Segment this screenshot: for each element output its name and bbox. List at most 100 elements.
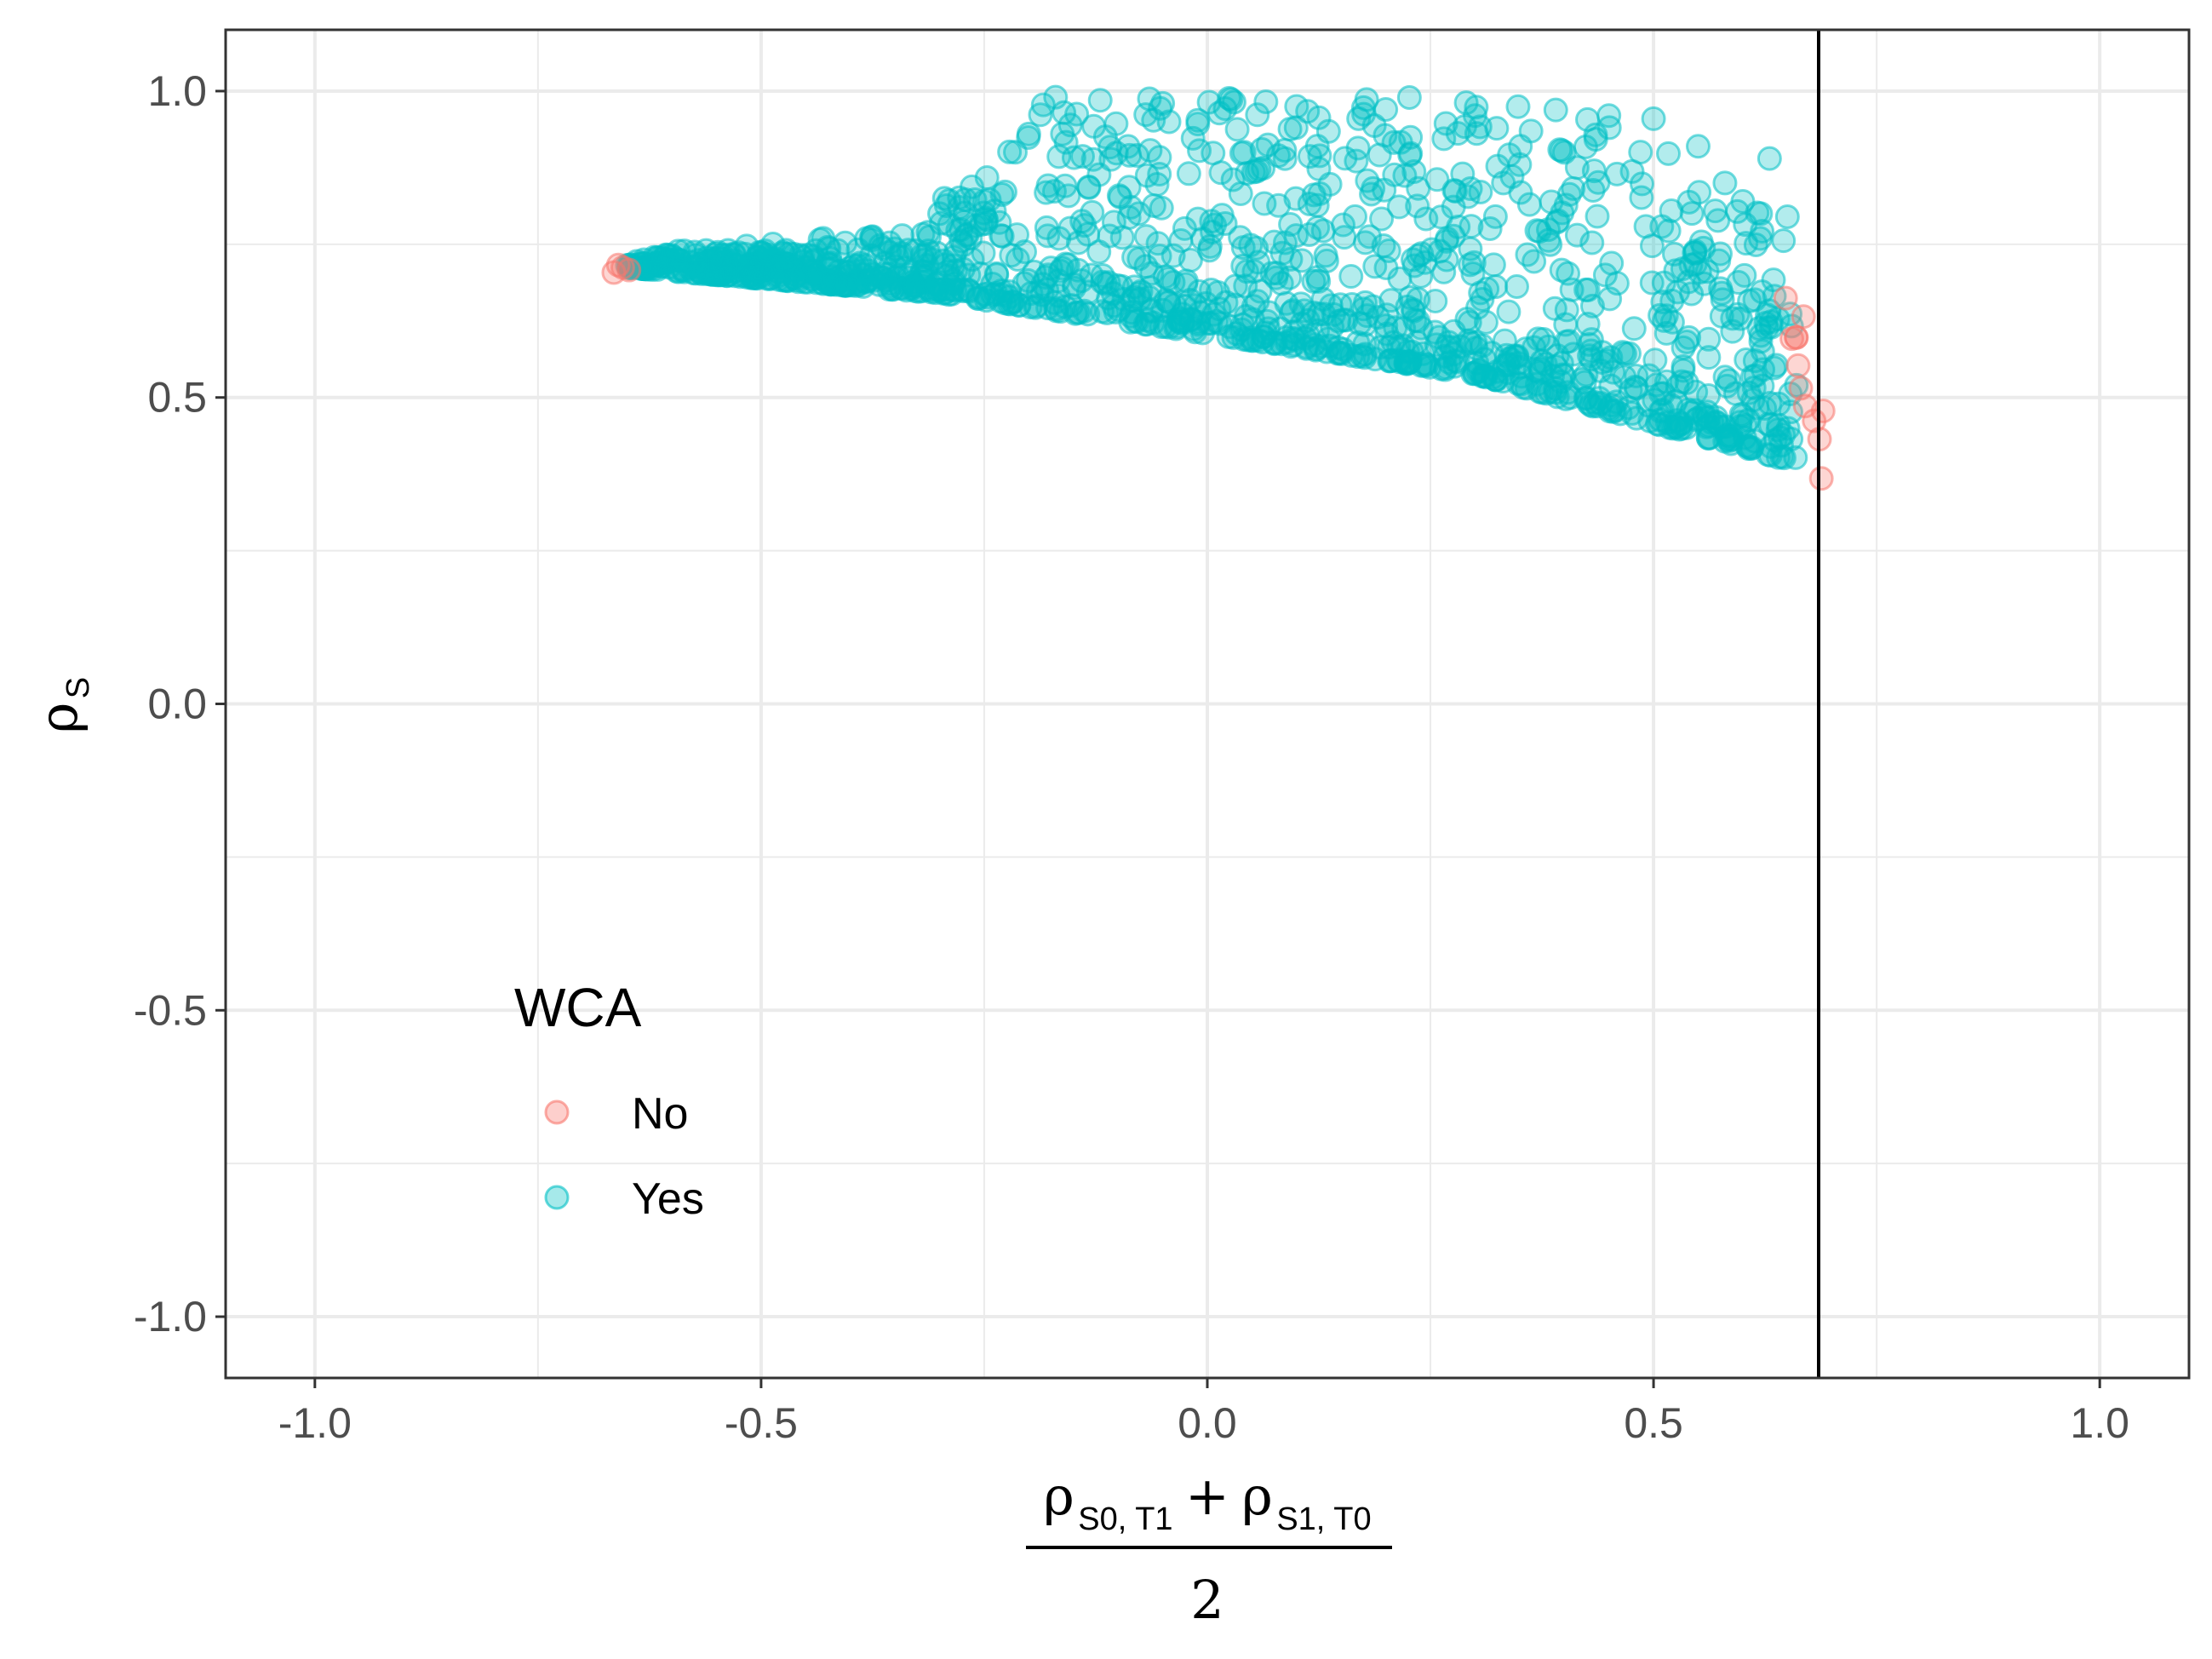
data-point-yes [1757, 443, 1783, 468]
data-point-yes [701, 261, 726, 287]
data-point-yes [1325, 341, 1350, 366]
x-tick-label: 1.0 [2070, 1399, 2129, 1447]
data-point-yes [1491, 170, 1516, 196]
data-point-yes [1619, 158, 1645, 184]
data-point-yes [1505, 371, 1531, 397]
data-point-yes [1382, 162, 1407, 187]
data-point-yes [1185, 112, 1211, 137]
data-point-yes [927, 201, 953, 227]
data-point-yes [1223, 273, 1248, 299]
data-point-yes [1462, 103, 1487, 129]
data-point-yes [1580, 178, 1606, 204]
data-point-yes [1076, 175, 1102, 200]
data-point-yes [1293, 334, 1319, 359]
y-tick-label: -1.0 [134, 1293, 207, 1340]
data-point-yes [1756, 146, 1782, 171]
data-point-yes [1066, 300, 1092, 325]
data-point-yes [1473, 309, 1499, 335]
data-point-yes [1245, 102, 1270, 128]
data-point-yes [1373, 97, 1399, 123]
data-point-yes [1558, 385, 1584, 410]
data-point-yes [1196, 238, 1222, 263]
data-point-yes [1641, 106, 1666, 131]
data-point-yes [1069, 209, 1095, 234]
data-point-yes [1221, 89, 1246, 115]
data-point-yes [1458, 214, 1484, 239]
data-point-yes [1596, 103, 1622, 129]
x-axis-title-plus: + [1185, 1465, 1229, 1527]
data-point-yes [1624, 363, 1649, 388]
data-point-yes [947, 185, 972, 210]
data-point-yes [890, 223, 915, 249]
data-point-yes [1445, 121, 1470, 146]
data-point-yes [1604, 271, 1630, 296]
data-point-yes [1450, 161, 1476, 187]
data-point-no [1810, 399, 1836, 424]
data-point-yes [1595, 348, 1620, 374]
data-point-yes [1601, 399, 1626, 424]
data-point-yes [1373, 255, 1399, 281]
data-point-yes [1147, 161, 1172, 187]
data-point-yes [1185, 206, 1211, 232]
data-point-yes [1327, 292, 1353, 318]
data-point-yes [1016, 121, 1041, 146]
data-point-yes [1577, 331, 1602, 357]
data-point-yes [1288, 291, 1314, 317]
data-point-yes [1134, 163, 1160, 188]
data-point-yes [1331, 212, 1356, 238]
data-point-yes [1653, 303, 1679, 329]
data-point-yes [1263, 330, 1288, 356]
legend-label-yes: Yes [632, 1174, 704, 1224]
data-point-yes [1442, 353, 1468, 379]
data-point-yes [915, 220, 941, 245]
data-point-yes [971, 188, 997, 214]
data-point-yes [764, 254, 789, 279]
data-point-yes [1035, 262, 1061, 288]
data-point-yes [1732, 262, 1757, 288]
data-point-yes [1676, 324, 1702, 350]
data-point-yes [808, 266, 834, 291]
data-point-yes [1391, 316, 1417, 342]
data-point-yes [969, 211, 994, 237]
data-point-yes [1639, 270, 1665, 296]
data-point-yes [1116, 175, 1142, 200]
data-point-yes [1569, 367, 1595, 393]
y-axis-ticks: -1.0 -0.5 0.0 0.5 1.0 [134, 67, 226, 1340]
data-point-yes [1712, 170, 1738, 196]
data-point-yes [1087, 88, 1113, 113]
data-point-yes [1359, 181, 1384, 207]
data-point-yes [1338, 264, 1364, 290]
data-point-yes [1505, 94, 1531, 119]
svg-text:ρ S: ρ S [27, 677, 96, 733]
data-point-yes [1766, 412, 1791, 438]
x-axis-title-rho-1: ρ [1043, 1465, 1074, 1527]
data-point-yes [972, 282, 998, 307]
data-point-yes [1648, 399, 1673, 424]
data-point-yes [1408, 263, 1434, 289]
data-point-yes [1035, 173, 1061, 198]
data-point-yes [1434, 228, 1459, 254]
data-point-yes [1493, 342, 1519, 368]
data-point-yes [989, 282, 1015, 307]
data-point-yes [1254, 308, 1280, 334]
data-point-yes [1496, 299, 1521, 324]
data-point-yes [1439, 335, 1464, 360]
data-point-yes [1228, 181, 1253, 206]
data-point-yes [1028, 102, 1053, 128]
data-point-yes [1150, 90, 1176, 116]
data-point-yes [1350, 343, 1375, 369]
data-point-yes [1350, 296, 1376, 322]
data-point-yes [1583, 127, 1608, 152]
data-point-yes [897, 261, 922, 287]
data-point-yes [1771, 228, 1797, 254]
legend-label-no: No [632, 1089, 688, 1139]
data-point-yes [1526, 326, 1551, 352]
data-point-yes [1056, 183, 1081, 209]
data-point-yes [1748, 201, 1774, 227]
data-point-yes [1266, 192, 1292, 218]
data-point-yes [1670, 256, 1695, 282]
data-point-yes [1579, 230, 1605, 255]
data-point-no [1808, 466, 1834, 491]
legend: WCA No Yes [514, 977, 704, 1224]
